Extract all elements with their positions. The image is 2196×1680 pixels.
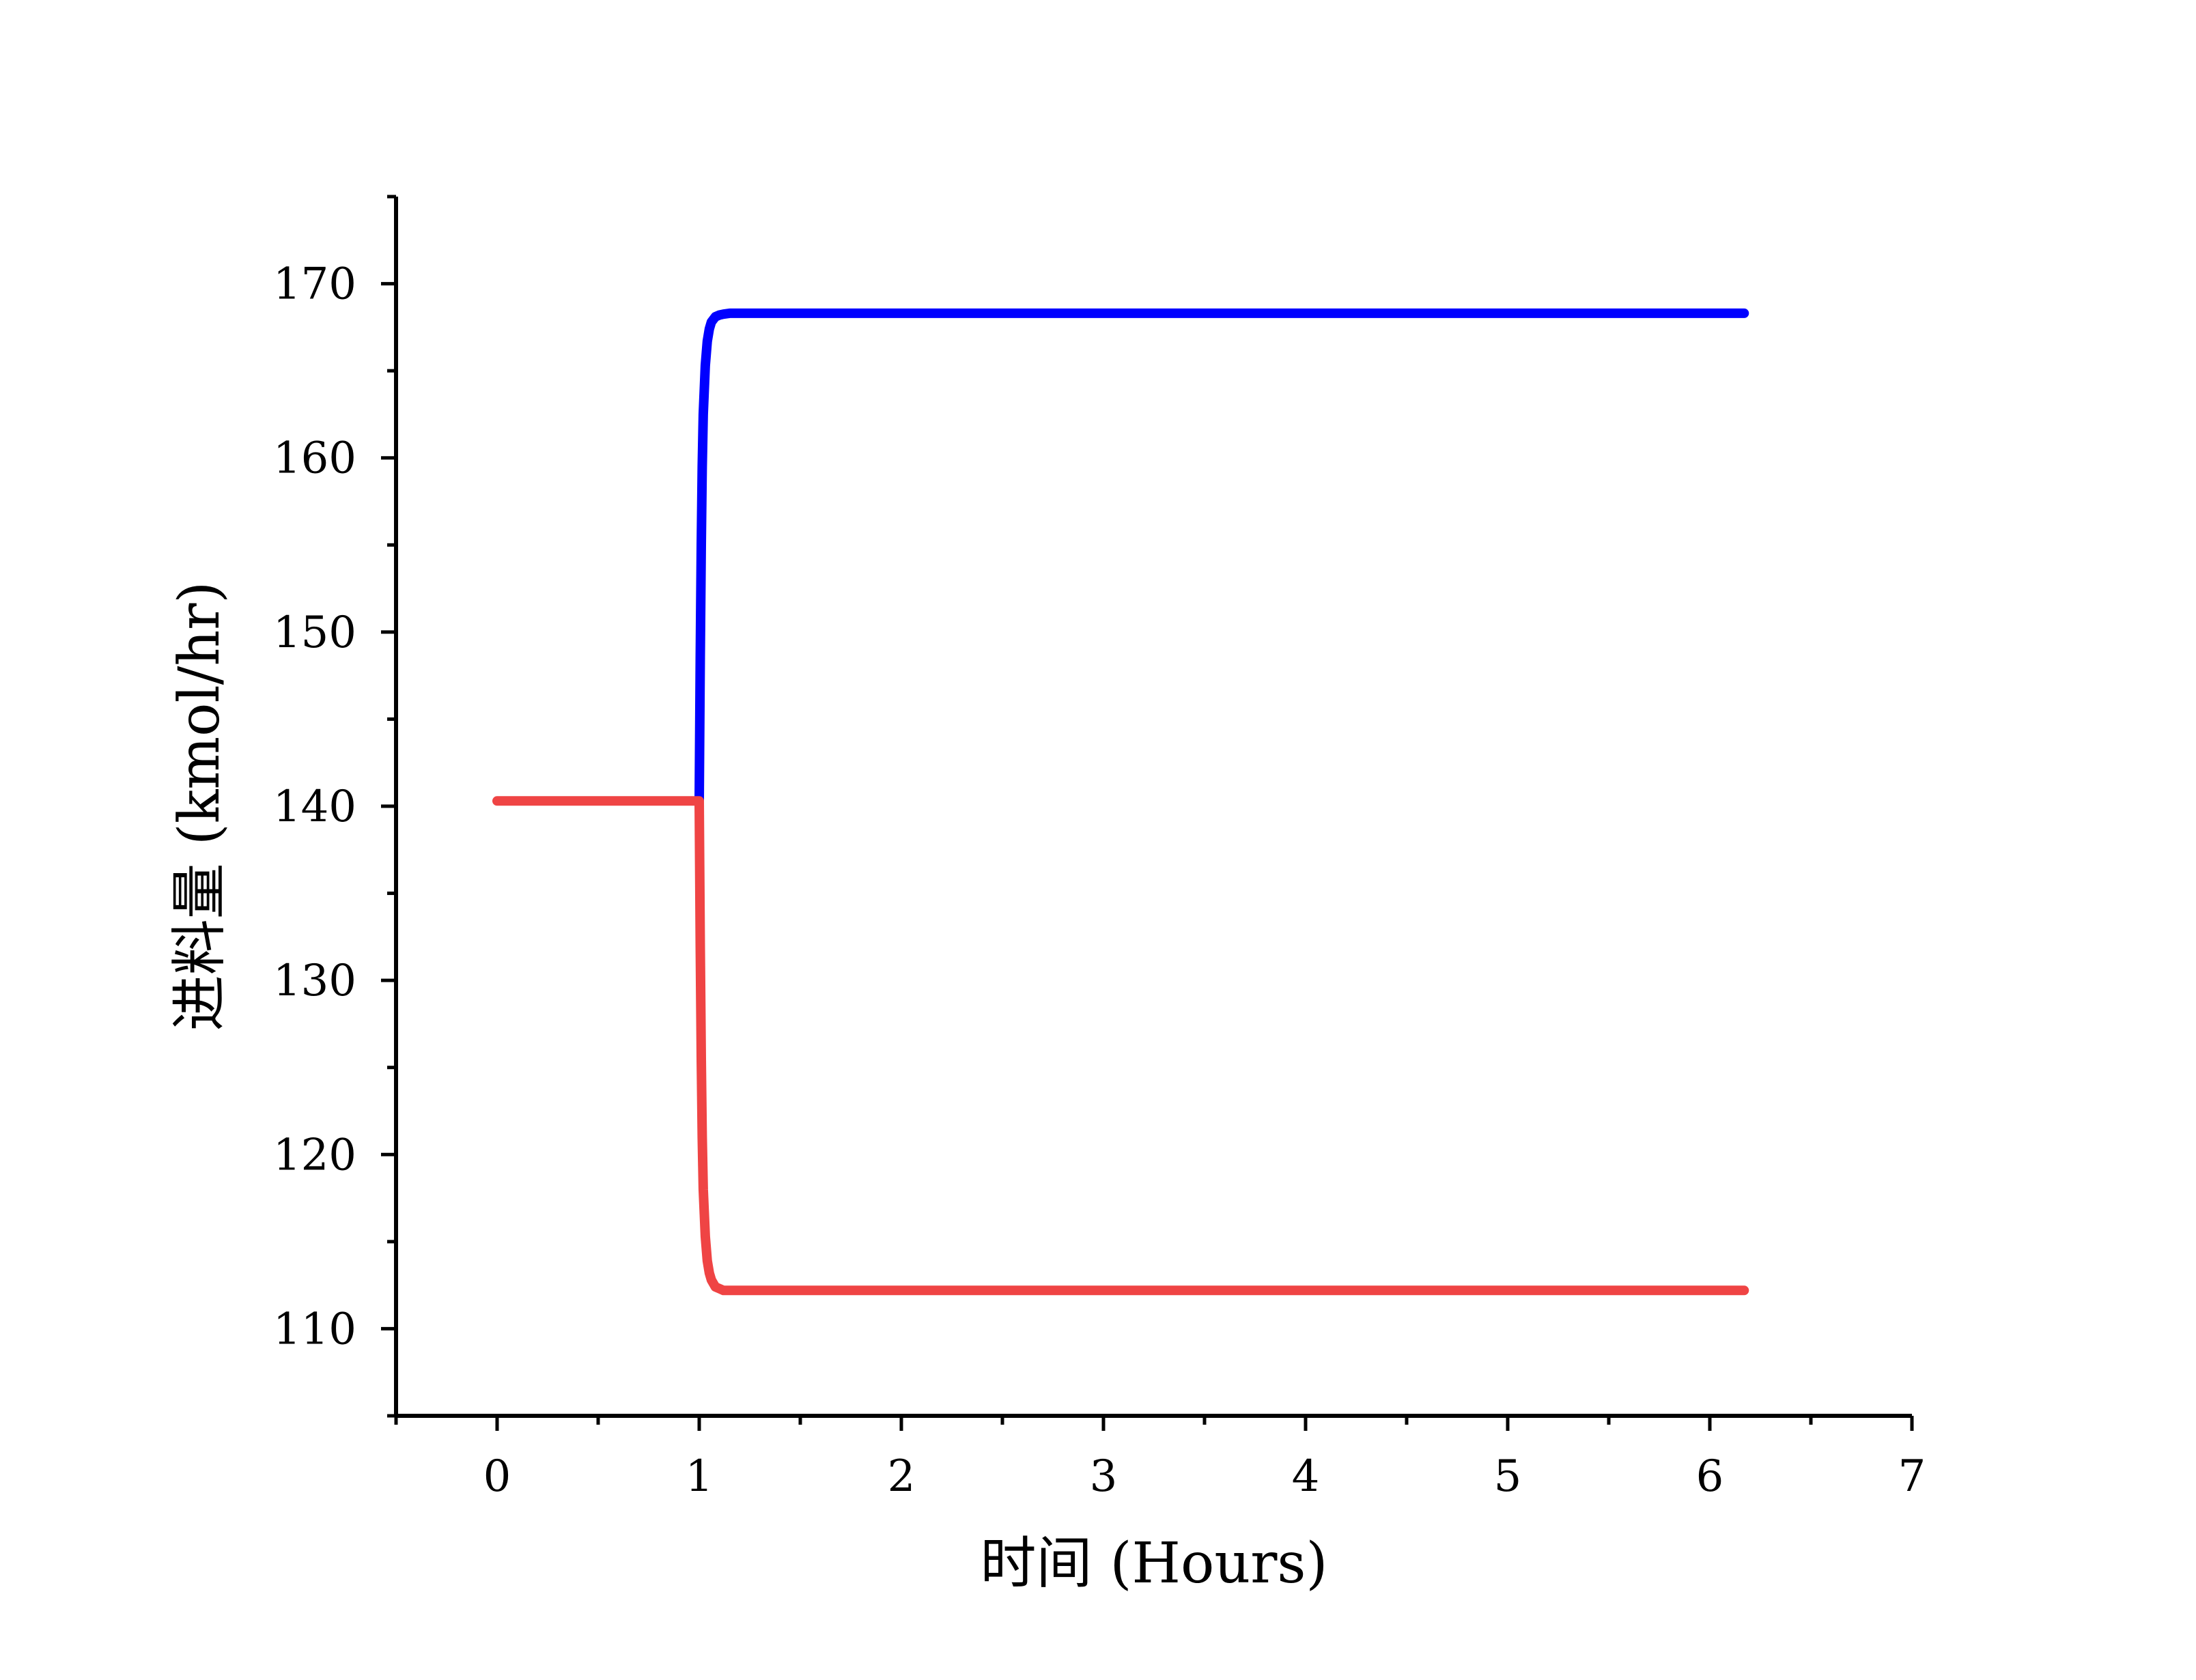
axes [394,197,1912,1418]
x-tick-label: 7 [1898,1451,1926,1502]
x-tick-label: 6 [1696,1451,1724,1502]
series-layer [492,308,1749,1296]
x-tick-label: 1 [686,1451,714,1502]
y-tick-label: 150 [273,608,356,658]
y-tick-label: 110 [273,1304,356,1354]
x-tick-label: 5 [1494,1451,1522,1502]
x-axis-title: 时间 (Hours) [980,1531,1327,1596]
y-tick-label: 160 [273,433,356,484]
y-tick-label: 140 [273,782,356,832]
y-ticks: 110 120 130 140 150 160 170 [273,195,396,1418]
x-tick-label: 3 [1090,1451,1118,1502]
x-tick-label: 4 [1292,1451,1320,1502]
y-tick-label: 130 [273,956,356,1006]
y-tick-label: 120 [273,1130,356,1180]
series-line-1 [694,308,1749,806]
series-line-2 [492,796,1749,1296]
y-tick-label: 170 [273,259,356,310]
x-tick-label: 0 [483,1451,511,1502]
x-ticks: 0 1 2 3 4 5 6 7 [394,1416,1926,1502]
y-axis-title: 进料量 (kmol/hr) [167,582,232,1031]
x-tick-label: 2 [888,1451,916,1502]
